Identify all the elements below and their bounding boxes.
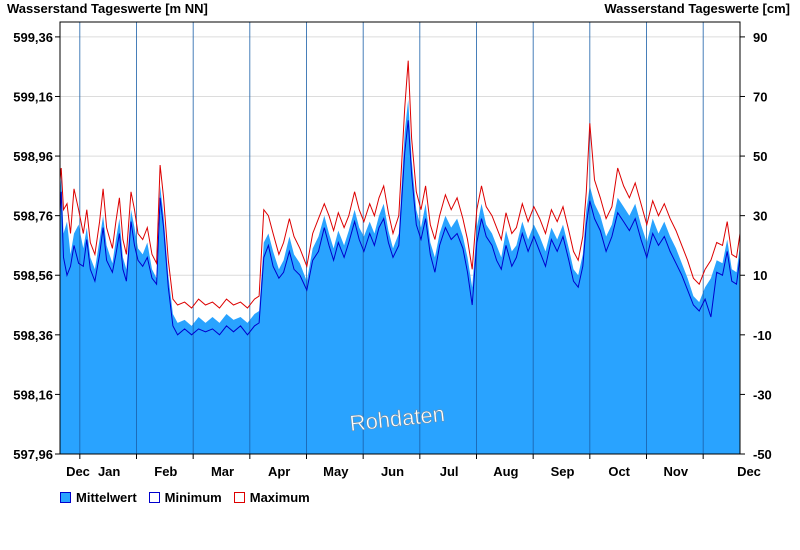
left-tick-label: 598,56 xyxy=(13,268,53,283)
legend-item-mittelwert: Mittelwert xyxy=(60,490,137,505)
left-tick-label: 599,16 xyxy=(13,89,53,104)
legend-label-minimum: Minimum xyxy=(164,490,222,505)
x-tick-label: May xyxy=(323,464,349,479)
legend: Mittelwert Minimum Maximum xyxy=(60,490,310,505)
x-tick-label: Sep xyxy=(551,464,575,479)
left-tick-label: 598,76 xyxy=(13,209,53,224)
left-tick-label: 597,96 xyxy=(13,447,53,462)
x-tick-label: Jun xyxy=(381,464,404,479)
legend-swatch-minimum xyxy=(148,492,160,503)
series-maximum-line xyxy=(59,60,741,309)
x-axis: Dec Jan Feb Mar Apr May Jun Jul Aug Sep Oct Nov Dec xyxy=(66,454,761,479)
left-axis-title: Wasserstand Tageswerte [m NN] xyxy=(7,1,208,16)
x-tick-label: Aug xyxy=(493,464,518,479)
left-tick-label: 598,96 xyxy=(13,149,53,164)
right-tick-label: 90 xyxy=(753,30,767,45)
plot-frame xyxy=(59,21,741,455)
min-max-line-layer xyxy=(59,60,741,336)
legend-item-maximum: Maximum xyxy=(233,490,310,505)
x-tick-label: Nov xyxy=(664,464,689,479)
x-tick-label: Feb xyxy=(154,464,177,479)
x-tick-label: Jul xyxy=(440,464,459,479)
x-tick-label: Dec xyxy=(737,464,761,479)
series-mittelwert-area xyxy=(60,99,740,454)
right-tick-label: 10 xyxy=(753,268,767,283)
x-tick-label: Mar xyxy=(211,464,234,479)
month-divider-lines xyxy=(79,22,704,454)
right-tick-label: 70 xyxy=(753,89,767,104)
x-tick-label: Jan xyxy=(98,464,120,479)
right-axis-title: Wasserstand Tageswerte [cm] xyxy=(604,1,790,16)
right-tick-label: -30 xyxy=(753,387,772,402)
right-tick-label: -10 xyxy=(753,328,772,343)
left-y-axis: 599,36 599,16 598,96 598,76 598,56 598,36 598,… xyxy=(13,30,60,462)
legend-swatch-maximum xyxy=(233,492,245,503)
water-level-chart: 599,36 599,16 598,96 598,76 598,56 598,36 598,… xyxy=(13,21,772,479)
mittelwert-area-layer xyxy=(60,99,740,454)
legend-label-maximum: Maximum xyxy=(249,490,310,505)
left-tick-label: 599,36 xyxy=(13,30,53,45)
left-tick-label: 598,36 xyxy=(13,328,53,343)
x-tick-label: Dec xyxy=(66,464,90,479)
x-tick-label: Oct xyxy=(608,464,630,479)
legend-item-minimum: Minimum xyxy=(148,490,222,505)
right-tick-label: 50 xyxy=(753,149,767,164)
right-tick-label: -50 xyxy=(753,447,772,462)
x-tick-label: Apr xyxy=(268,464,290,479)
series-minimum-line xyxy=(59,120,741,336)
legend-label-mittelwert: Mittelwert xyxy=(76,490,137,505)
right-tick-label: 30 xyxy=(753,209,767,224)
right-y-axis: 90 70 50 30 10 -10 -30 -50 xyxy=(740,30,772,462)
legend-swatch-mittelwert xyxy=(60,492,71,503)
left-tick-label: 598,16 xyxy=(13,387,53,402)
